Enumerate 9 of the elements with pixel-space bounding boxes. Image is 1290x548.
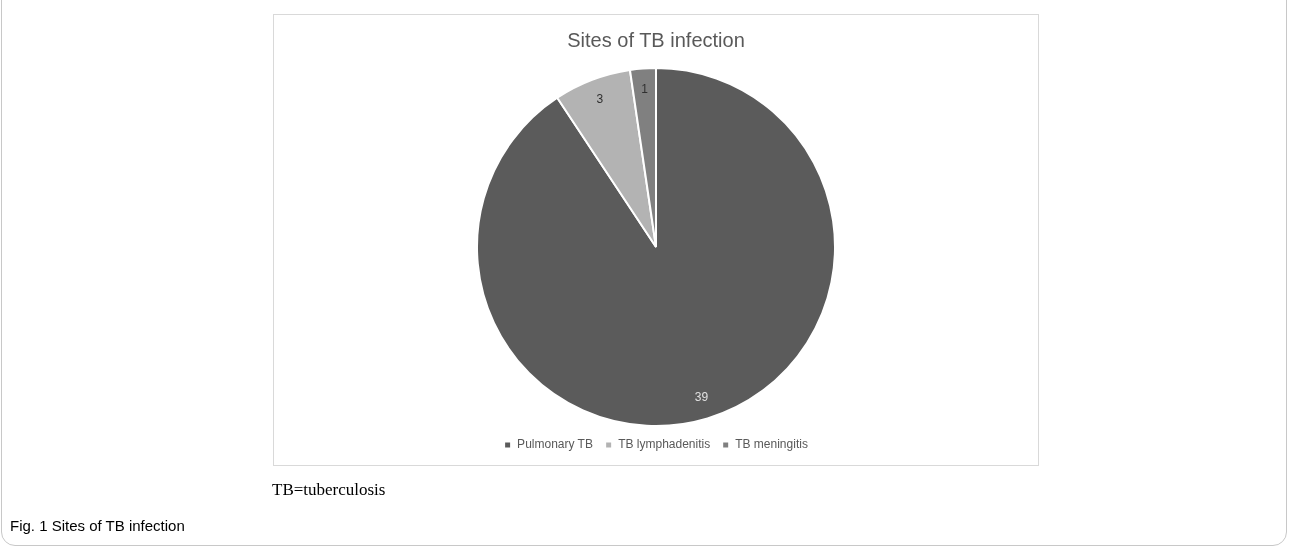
data-label: 1 bbox=[641, 82, 649, 97]
legend-label: TB meningitis bbox=[735, 437, 808, 452]
data-label: 3 bbox=[596, 92, 604, 107]
legend-label: TB lymphadenitis bbox=[618, 437, 711, 452]
caption: Fig. 1 Sites of TB infection bbox=[10, 517, 185, 534]
data-label: 39 bbox=[694, 390, 709, 405]
chart-title: Sites of TB infection bbox=[567, 28, 745, 51]
legend-label: Pulmonary TB bbox=[517, 437, 593, 452]
text: TB=tuberculosis bbox=[272, 480, 386, 500]
